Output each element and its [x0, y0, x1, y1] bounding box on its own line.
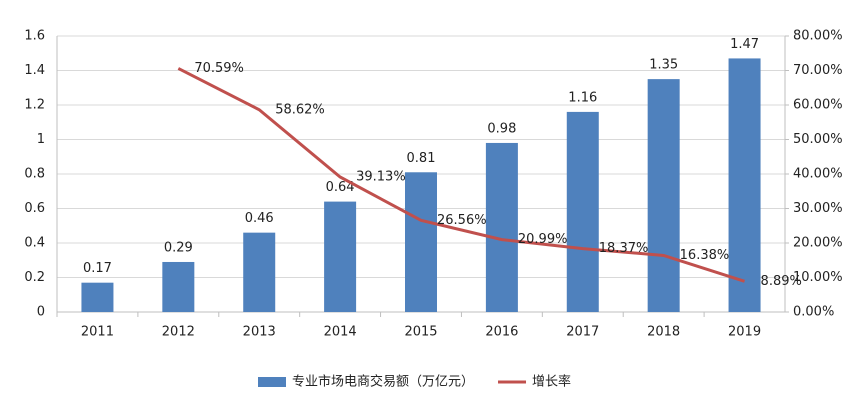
bar-value-label: 0.46: [245, 211, 274, 226]
y-tick-label: 1.4: [24, 63, 45, 78]
y2-tick-label: 80.00%: [793, 29, 843, 44]
legend-swatch: [258, 377, 286, 387]
line-value-label: 58.62%: [275, 102, 325, 117]
line-value-label: 39.13%: [356, 170, 406, 185]
y2-tick-label: 70.00%: [793, 63, 843, 78]
line-value-label: 70.59%: [194, 61, 244, 76]
bar: [566, 111, 599, 313]
y2-tick-label: 60.00%: [793, 98, 843, 113]
y-tick-label: 0: [37, 305, 45, 320]
y-tick-label: 0.8: [24, 167, 45, 182]
y2-tick-label: 30.00%: [793, 201, 843, 216]
x-tick-label: 2019: [728, 325, 761, 340]
bar-value-label: 1.47: [730, 37, 759, 52]
line-value-label: 26.56%: [437, 213, 487, 228]
y2-tick-label: 40.00%: [793, 167, 843, 182]
bar: [647, 79, 680, 312]
line-value-label: 20.99%: [518, 232, 568, 247]
x-tick-label: 2011: [81, 325, 114, 340]
bar-value-label: 1.35: [649, 58, 678, 73]
bar-value-label: 0.81: [407, 151, 436, 166]
line-value-label: 8.89%: [761, 274, 802, 289]
line: [177, 67, 746, 283]
bar-value-label: 0.17: [83, 261, 112, 276]
y-tick-label: 0.4: [24, 236, 45, 251]
x-tick-label: 2013: [243, 325, 276, 340]
bar: [324, 201, 357, 312]
bar-value-label: 0.29: [164, 240, 193, 255]
bar: [405, 172, 437, 312]
bar: [81, 282, 114, 312]
legend-label: 增长率: [532, 374, 571, 390]
bar-value-label: 0.64: [326, 180, 355, 195]
x-tick-label: 2017: [566, 325, 599, 340]
x-tick-label: 2018: [647, 325, 680, 340]
y-tick-label: 0.2: [24, 270, 45, 285]
bar-value-label: 1.16: [568, 90, 597, 105]
y2-tick-label: 50.00%: [793, 132, 843, 147]
bar: [728, 58, 761, 312]
bar: [243, 232, 276, 312]
bar: [162, 261, 195, 312]
y2-tick-label: 20.00%: [793, 236, 843, 251]
y-tick-label: 1.6: [24, 29, 45, 44]
x-tick-label: 2015: [404, 325, 437, 340]
y-tick-label: 0.6: [24, 201, 45, 216]
bar-value-label: 0.98: [487, 121, 516, 136]
line-value-label: 16.38%: [680, 248, 730, 263]
y-tick-label: 1: [37, 132, 45, 147]
legend-label: 专业市场电商交易额（万亿元）: [292, 374, 474, 390]
y2-tick-label: 10.00%: [793, 270, 843, 285]
x-tick-label: 2014: [324, 325, 357, 340]
x-tick-label: 2012: [162, 325, 195, 340]
line-value-label: 18.37%: [599, 241, 649, 256]
x-tick-label: 2016: [485, 325, 518, 340]
bar: [485, 142, 518, 312]
y-tick-label: 1.2: [24, 98, 45, 113]
y2-tick-label: 0.00%: [793, 305, 834, 320]
